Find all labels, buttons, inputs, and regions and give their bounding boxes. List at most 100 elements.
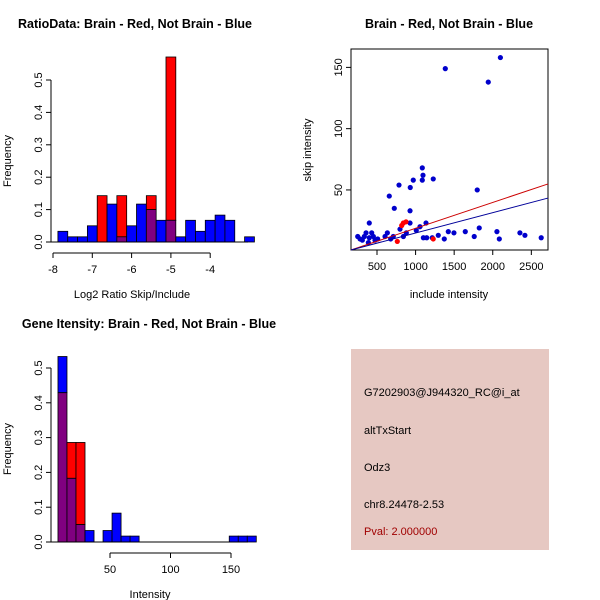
scatter-point-brain — [403, 219, 409, 225]
scatter-point-not-brain — [445, 229, 451, 235]
ratio-histogram-bar-not-brain — [185, 219, 196, 243]
ratio-histogram-bar-not-brain — [155, 219, 167, 243]
scatter-point-not-brain — [485, 79, 491, 85]
scatter-point-not-brain — [476, 225, 482, 231]
ratio-histogram-x-tick-label: -7 — [87, 264, 97, 276]
scatter-point-not-brain — [407, 220, 413, 226]
intensity-histogram-bar-not-brain — [84, 530, 95, 543]
ratio-histogram-y-tick-label: 0.4 — [33, 105, 45, 120]
ratio-histogram-bar-overlap — [116, 236, 128, 243]
ratio-histogram-bar-not-brain — [214, 214, 226, 243]
ratio-histogram-bar-brain — [116, 195, 128, 238]
scatter-x-tick-label: 2500 — [519, 261, 543, 273]
ratio-histogram-bar-not-brain — [136, 203, 147, 243]
ratio-histogram-bar-not-brain — [244, 236, 255, 243]
probe-id: G7202903@J944320_RC@i_at — [364, 387, 520, 399]
intensity-histogram: Gene Itensity: Brain - Red, Not Brain - … — [2, 317, 276, 600]
intensity-histogram-bar-not-brain — [120, 535, 131, 543]
scatter-xlabel: include intensity — [410, 289, 489, 301]
ratio-histogram-x-tick-label: -5 — [166, 264, 176, 276]
scatter-point-not-brain — [407, 208, 413, 214]
ratio-histogram-x-tick-label: -4 — [205, 264, 215, 276]
scatter-point-not-brain — [494, 229, 500, 235]
scatter-point-not-brain — [451, 230, 457, 236]
pval-text: Pval: 2.000000 — [364, 526, 438, 538]
scatter-y-tick-label: 150 — [333, 58, 345, 76]
intensity-histogram-bar-not-brain — [246, 535, 257, 543]
gene-name: Odz3 — [364, 462, 391, 474]
ratio-histogram-bar-not-brain — [57, 230, 69, 243]
scatter-point-not-brain — [419, 177, 425, 183]
ratio-histogram-y-tick-label: 0.1 — [33, 202, 45, 217]
scatter-x-tick-label: 1000 — [403, 261, 427, 273]
scatter-point-not-brain — [474, 187, 480, 193]
intensity-histogram-bar-not-brain — [129, 535, 140, 543]
scatter-point-not-brain — [410, 177, 416, 183]
intensity-histogram-bar-overlap — [57, 392, 68, 543]
intensity-histogram-title: Gene Itensity: Brain - Red, Not Brain - … — [22, 317, 276, 331]
scatter-x-tick-label: 2000 — [481, 261, 505, 273]
scatter-point-not-brain — [462, 229, 468, 235]
ratio-histogram-x-tick-label: -8 — [48, 264, 58, 276]
scatter-point-not-brain — [424, 235, 430, 241]
scatter-point-not-brain — [396, 182, 402, 188]
scatter-ylabel: skip intensity — [302, 118, 314, 181]
scatter-point-not-brain — [355, 233, 361, 240]
ratio-histogram-bar-not-brain — [195, 230, 206, 243]
scatter-point-not-brain — [386, 193, 392, 199]
intensity-histogram-y-tick-label: 0.0 — [33, 534, 45, 549]
scatter-point-not-brain — [430, 176, 436, 182]
fit-line-not-brain — [350, 197, 549, 251]
intensity-histogram-x-tick-label: 100 — [161, 564, 179, 576]
ratio-histogram-y-tick-label: 0.2 — [33, 170, 45, 185]
scatter-point-brain — [394, 238, 400, 245]
scatter-point-not-brain — [496, 236, 502, 242]
ratio-histogram-bar-not-brain — [77, 236, 88, 243]
intensity-histogram-bar-brain — [66, 442, 77, 479]
ratio-histogram-y-tick-label: 0.3 — [33, 137, 45, 152]
scatter-point-not-brain — [369, 230, 375, 236]
scatter-point-not-brain — [538, 235, 544, 241]
scatter-y-tick-label: 100 — [333, 119, 345, 137]
intensity-histogram-y-tick-label: 0.4 — [33, 395, 45, 410]
intensity-histogram-bar-not-brain — [102, 530, 113, 543]
ratio-histogram-bar-not-brain — [86, 225, 98, 243]
scatter-point-not-brain — [366, 235, 372, 241]
scatter-point-brain — [430, 236, 436, 242]
intensity-histogram-bar-brain — [75, 442, 86, 525]
scatter-point-not-brain — [471, 233, 477, 240]
intensity-histogram-bar-overlap — [66, 477, 77, 543]
ratio-histogram-ylabel: Frequency — [2, 135, 14, 187]
scatter-plot: Brain - Red, Not Brain - Blue include in… — [302, 17, 549, 301]
scatter-x-tick-label: 500 — [368, 261, 386, 273]
intensity-histogram-y-tick-label: 0.1 — [33, 500, 45, 515]
scatter-point-not-brain — [442, 66, 448, 72]
ratio-histogram-bar-not-brain — [67, 236, 78, 243]
ratio-histogram-y-tick-label: 0.0 — [33, 234, 45, 249]
ratio-histogram: RatioData: Brain - Red, Not Brain - Blue… — [2, 17, 255, 301]
intensity-histogram-bar-not-brain — [111, 512, 122, 543]
scatter-point-not-brain — [517, 230, 523, 236]
ratio-histogram-bar-not-brain — [106, 203, 118, 243]
scatter-point-not-brain — [413, 227, 419, 233]
probe-info-panel: G7202903@J944320_RC@i_at altTxStart Odz3… — [351, 349, 549, 550]
scatter-point-not-brain — [391, 205, 397, 211]
ratio-histogram-bar-brain — [96, 195, 108, 243]
intensity-histogram-xlabel: Intensity — [130, 589, 171, 600]
intensity-histogram-bar-not-brain — [237, 535, 248, 543]
ratio-histogram-bar-not-brain — [126, 225, 137, 243]
ratio-histogram-bar-brain — [145, 195, 157, 210]
scatter-point-not-brain — [497, 54, 503, 61]
intensity-histogram-ylabel: Frequency — [2, 423, 14, 475]
ratio-histogram-bar-not-brain — [175, 236, 187, 243]
scatter-point-not-brain — [407, 184, 413, 191]
fit-line-brain — [350, 183, 549, 251]
scatter-point-not-brain — [522, 232, 528, 238]
ratio-histogram-bar-brain — [165, 56, 177, 221]
genomic-location: chr8.24478-2.53 — [364, 499, 445, 511]
intensity-histogram-y-tick-label: 0.5 — [33, 360, 45, 375]
intensity-histogram-bar-not-brain — [57, 356, 68, 394]
scatter-y-tick-label: 50 — [333, 184, 345, 196]
scatter-title: Brain - Red, Not Brain - Blue — [365, 17, 533, 31]
ratio-histogram-x-tick-label: -6 — [127, 264, 137, 276]
